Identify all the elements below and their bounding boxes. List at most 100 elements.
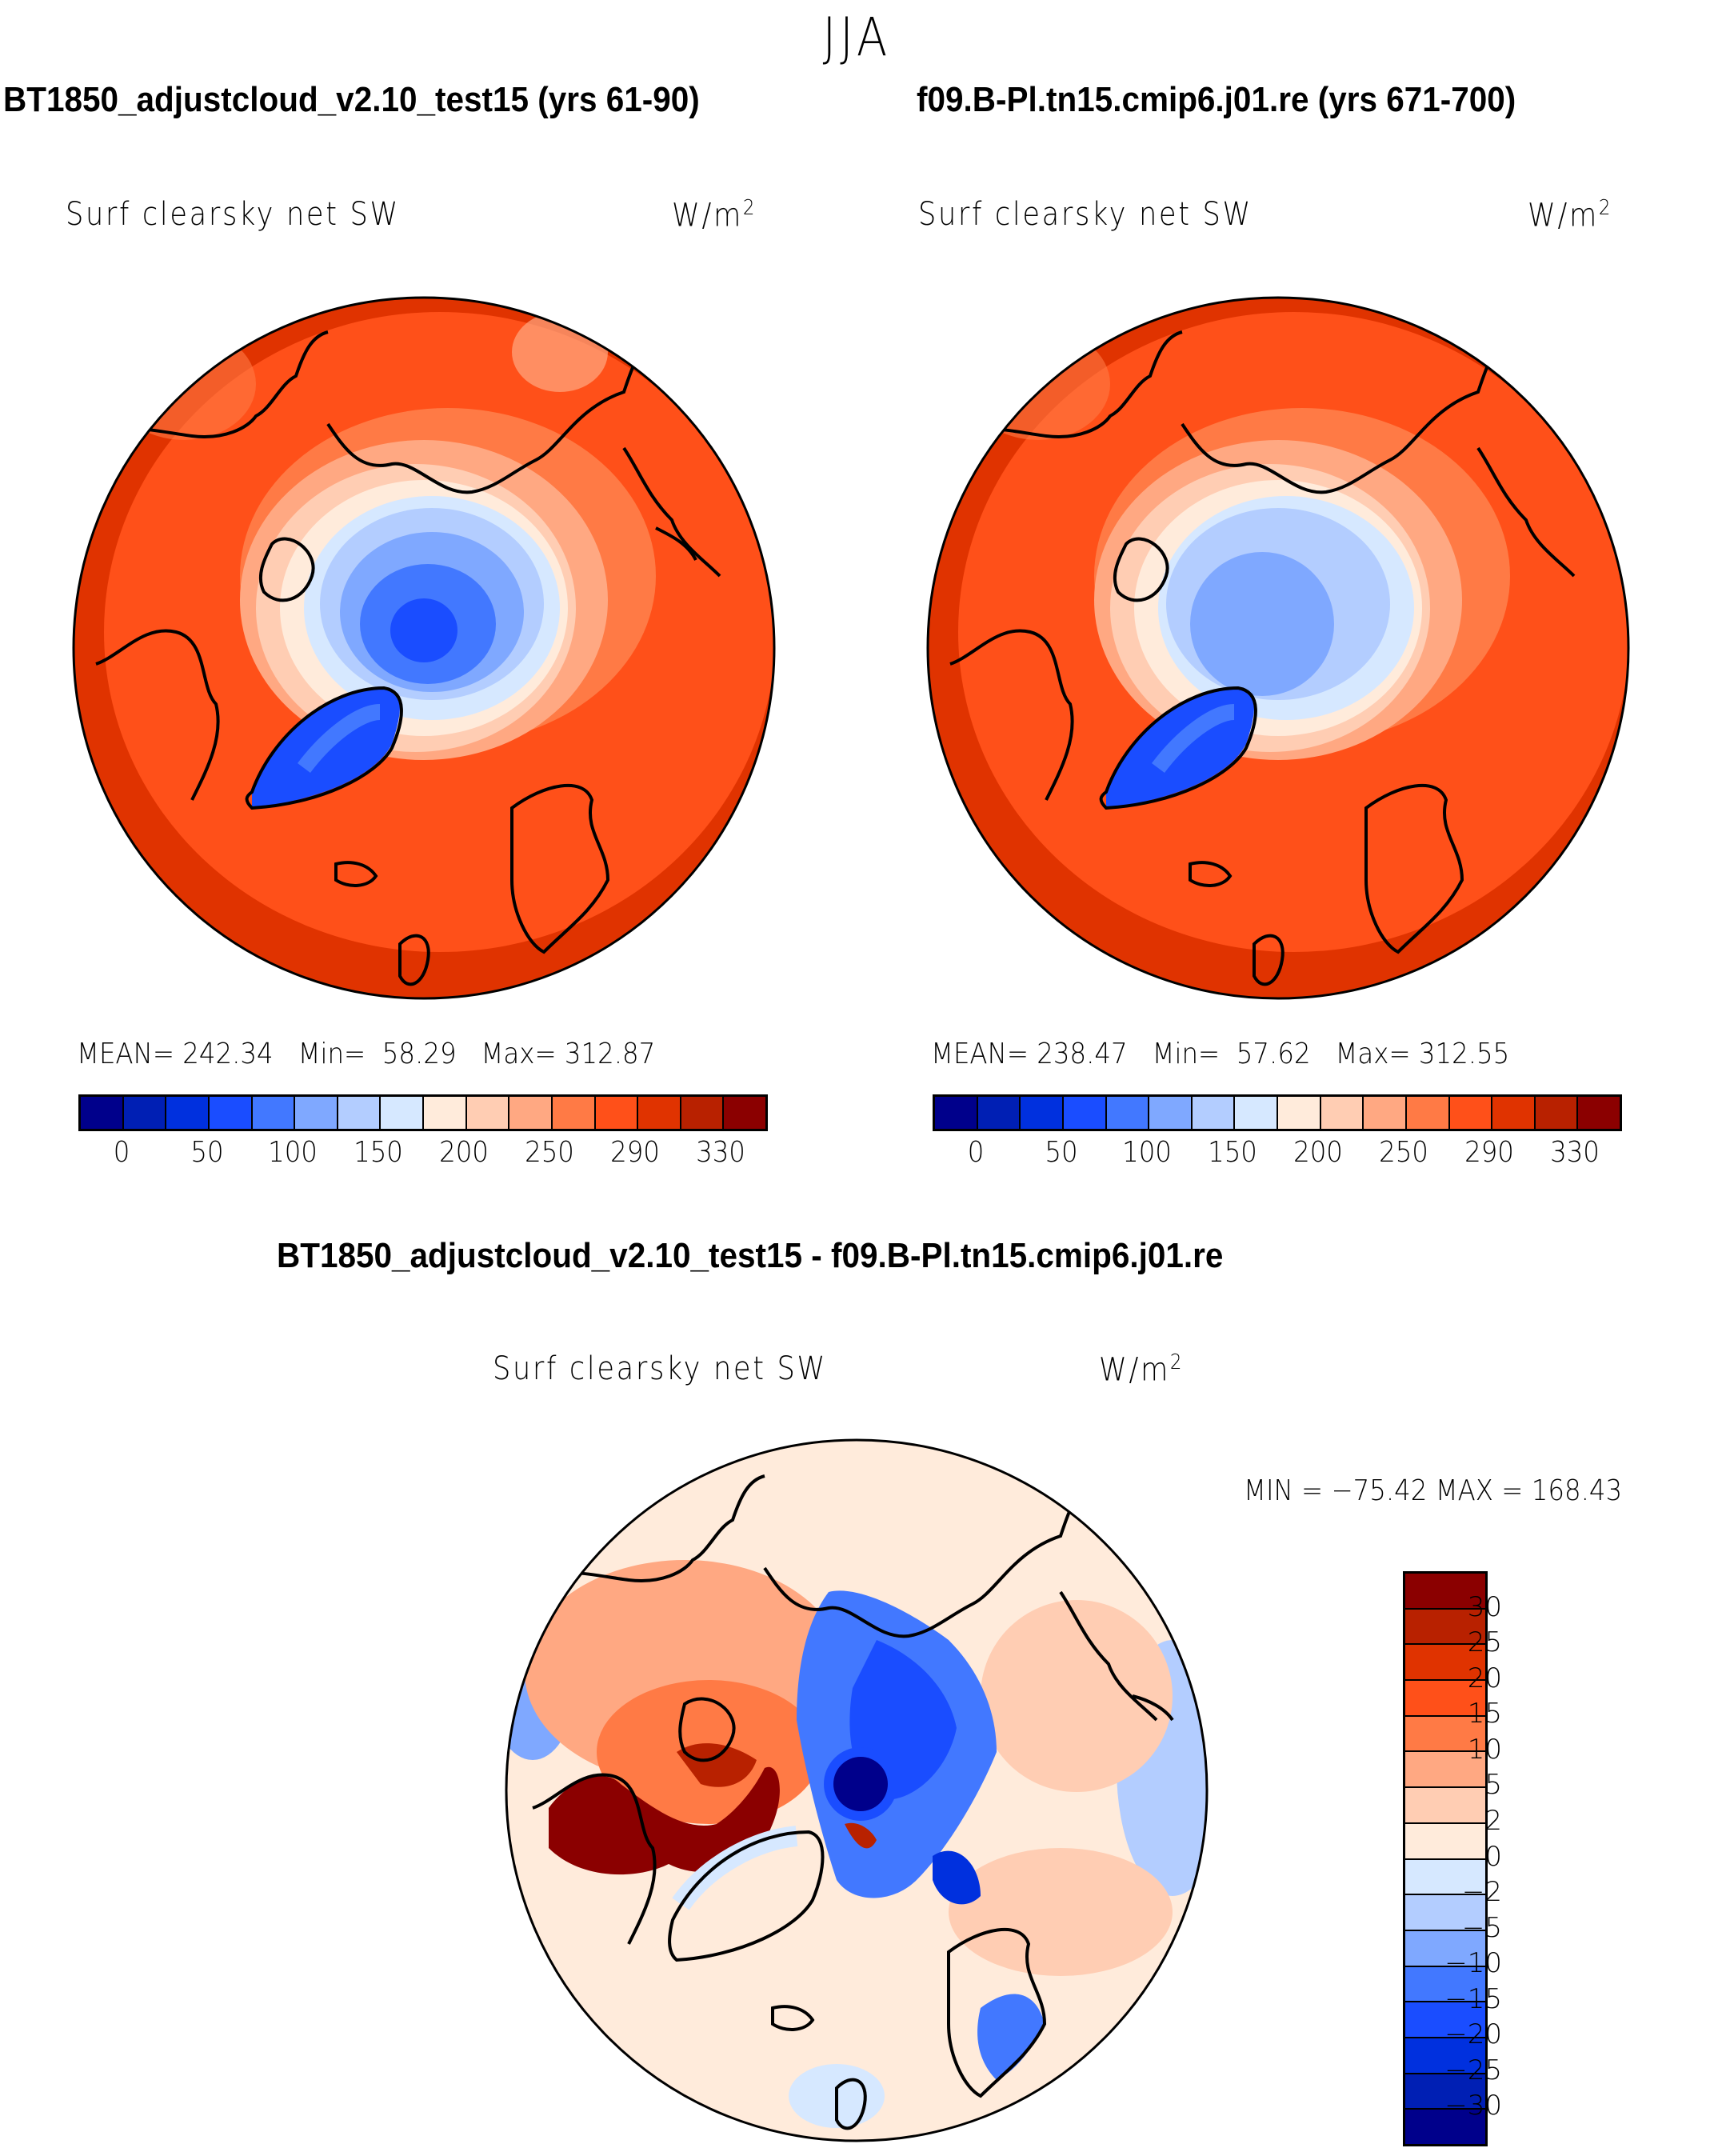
colorbar-segment: [1578, 1097, 1620, 1129]
colorbar-segment: [1405, 1609, 1485, 1646]
panel2-colorbar-ticks: 0 50 100 150 200 250 290 330: [933, 1136, 1622, 1176]
colorbar-tick-label: 20: [1467, 1662, 1502, 1694]
greenland-coastline: [668, 1830, 825, 1962]
panel1-map: [72, 296, 776, 1000]
iceland-coastline: [334, 861, 378, 887]
colorbar-segment: [1405, 1895, 1485, 1931]
scandinavia-coastline: [1364, 783, 1464, 954]
iceland-coastline: [771, 2005, 815, 2031]
panel3-coastlines: [532, 1474, 1174, 2130]
panel2-map: [926, 296, 1630, 1000]
coastline: [326, 334, 657, 494]
coastline: [95, 330, 329, 438]
colorbar-tick-label: 290: [1464, 1136, 1514, 1169]
figure-title: JJA: [822, 6, 892, 68]
colorbar-segment: [681, 1097, 725, 1129]
panel3-variable-label: Surf clearsky net SW: [493, 1350, 827, 1387]
field-patch-positive: [981, 1600, 1173, 1792]
colorbar-tick-label: 10: [1467, 1733, 1502, 1766]
coastline: [655, 526, 697, 561]
colorbar-segment: [724, 1097, 765, 1129]
coastline: [763, 1478, 1094, 1638]
greenland-edge: [1152, 704, 1235, 774]
field-patch-positive: [949, 1848, 1173, 1976]
british-isles-coastline: [1253, 934, 1285, 986]
colorbar-segment: [1405, 1966, 1485, 2003]
panel3-map: [505, 1438, 1209, 2142]
colorbar-segment: [81, 1097, 124, 1129]
colorbar-segment: [1405, 1752, 1485, 1789]
field-pole-region: [1190, 552, 1334, 696]
panel1-colorbar: [78, 1094, 768, 1131]
colorbar-segment: [1405, 2074, 1485, 2110]
colorbar-tick-label: 250: [1378, 1136, 1428, 1169]
field-patch: [966, 328, 1110, 440]
colorbar-segment: [1405, 1859, 1485, 1896]
colorbar-segment: [424, 1097, 467, 1129]
pole-minimum: [833, 1757, 888, 1811]
colorbar-segment: [1235, 1097, 1278, 1129]
colorbar-segment: [295, 1097, 338, 1129]
colorbar-tick-label: −30: [1444, 2090, 1502, 2122]
colorbar-tick-label: −25: [1444, 2054, 1502, 2086]
colorbar-tick-label: 5: [1484, 1769, 1502, 1802]
coastline: [949, 330, 1183, 438]
panel2-case-title: f09.B-Pl.tn15.cmip6.j01.re (yrs 671-700): [917, 80, 1516, 119]
panel1-units-label: W/m2: [672, 196, 757, 234]
colorbar-tick-label: 200: [1292, 1136, 1343, 1169]
colorbar-tick-label: 0: [113, 1136, 130, 1169]
colorbar-tick-label: 150: [1207, 1136, 1257, 1169]
panel1-field: [74, 298, 774, 998]
colorbar-segment: [1149, 1097, 1193, 1129]
panel2-units-label: W/m2: [1528, 196, 1613, 234]
panel1-stats: MEAN= 242.34 Min= 58.29 Max= 312.87: [77, 1038, 656, 1070]
colorbar-tick-label: 200: [438, 1136, 489, 1169]
colorbar-segment: [509, 1097, 553, 1129]
coastline: [622, 446, 721, 578]
colorbar-segment: [1405, 2002, 1485, 2038]
panel1-case-title: BT1850_adjustcloud_v2.10_test15 (yrs 61-…: [3, 80, 700, 119]
colorbar-segment: [1405, 1823, 1485, 1860]
map-boundary: [505, 1438, 1209, 2142]
panel1-colorbar-ticks: 0 50 100 150 200 250 290 330: [78, 1136, 768, 1176]
panel3-stats: MIN = −75.42 MAX = 168.43: [1244, 1474, 1623, 1507]
colorbar-segment: [1405, 1930, 1485, 1967]
coastline: [1181, 334, 1512, 494]
canada-archipelago-high: [549, 1766, 780, 1875]
panel2-variable-label: Surf clearsky net SW: [918, 196, 1253, 233]
colorbar-segment: [1405, 2110, 1485, 2144]
colorbar-segment: [977, 1097, 1021, 1129]
colorbar-tick-label: 0: [1484, 1840, 1502, 1873]
scandinavia-coastline: [510, 783, 610, 954]
colorbar-segment: [1449, 1097, 1493, 1129]
map-boundary: [926, 296, 1630, 1000]
colorbar-tick-label: 100: [1121, 1136, 1172, 1169]
colorbar-tick-label: 150: [353, 1136, 403, 1169]
colorbar-segment: [466, 1097, 510, 1129]
panel3-colorbar-ticks: 30 25 20 15 10 5 2 0 −2 −5 −10 −15 −20 −25 −30: [1414, 1571, 1502, 2142]
colorbar-segment: [1405, 1645, 1485, 1682]
colorbar-segment: [209, 1097, 253, 1129]
colorbar-tick-label: 330: [1549, 1136, 1600, 1169]
colorbar-tick-label: 2: [1484, 1804, 1502, 1837]
coastline: [1059, 1590, 1158, 1722]
colorbar-tick-label: 100: [267, 1136, 318, 1169]
colorbar-segment: [1106, 1097, 1150, 1129]
colorbar-segment: [381, 1097, 424, 1129]
coastline: [258, 537, 315, 602]
greenland-near-zero: [669, 1832, 816, 1960]
colorbar-segment: [1405, 1574, 1485, 1610]
colorbar-segment: [1278, 1097, 1321, 1129]
colorbar-segment: [1405, 1788, 1485, 1824]
colorbar-segment: [1492, 1097, 1536, 1129]
greenland-edge: [298, 704, 381, 774]
colorbar-segment: [1364, 1097, 1407, 1129]
panel3-colorbar: [1403, 1571, 1488, 2146]
colorbar-segment: [1063, 1097, 1107, 1129]
baltic-negative: [977, 1994, 1045, 2080]
panel2-colorbar: [933, 1094, 1622, 1131]
colorbar-tick-label: 50: [1044, 1136, 1078, 1169]
colorbar-tick-label: −5: [1461, 1911, 1502, 1944]
british-isles-coastline: [835, 2078, 867, 2130]
coastline: [95, 629, 220, 801]
